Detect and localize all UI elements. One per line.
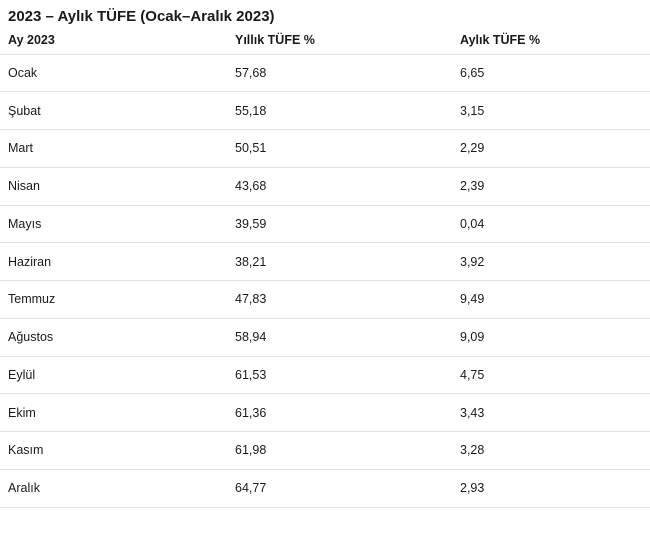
yearly-tufe-cell: 57,68 bbox=[227, 54, 452, 93]
yearly-tufe-cell: 64,77 bbox=[227, 469, 452, 508]
yearly-tufe-cell: 50,51 bbox=[227, 129, 452, 168]
monthly-tufe-cell: 3,28 bbox=[452, 431, 650, 470]
column-header-yearly: Yıllık TÜFE % bbox=[227, 27, 452, 55]
monthly-tufe-cell: 3,92 bbox=[452, 242, 650, 281]
month-cell: Aralık bbox=[0, 469, 227, 508]
monthly-tufe-cell: 9,49 bbox=[452, 280, 650, 319]
yearly-tufe-cell: 55,18 bbox=[227, 91, 452, 130]
month-cell: Ekim bbox=[0, 393, 227, 432]
yearly-tufe-cell: 38,21 bbox=[227, 242, 452, 281]
monthly-tufe-cell: 3,15 bbox=[452, 91, 650, 130]
month-cell: Ocak bbox=[0, 54, 227, 93]
monthly-tufe-cell: 0,04 bbox=[452, 205, 650, 244]
yearly-tufe-cell: 47,83 bbox=[227, 280, 452, 319]
month-cell: Mayıs bbox=[0, 205, 227, 244]
yearly-tufe-cell: 39,59 bbox=[227, 205, 452, 244]
monthly-tufe-cell: 2,93 bbox=[452, 469, 650, 508]
monthly-tufe-cell: 4,75 bbox=[452, 356, 650, 395]
yearly-tufe-cell: 61,53 bbox=[227, 356, 452, 395]
monthly-tufe-cell: 2,29 bbox=[452, 129, 650, 168]
yearly-tufe-cell: 43,68 bbox=[227, 167, 452, 206]
tufe-table: Ay 2023 Yıllık TÜFE % Aylık TÜFE % Ocak … bbox=[0, 27, 650, 508]
page-title: 2023 – Aylık TÜFE (Ocak–Aralık 2023) bbox=[8, 8, 275, 25]
page: 2023 – Aylık TÜFE (Ocak–Aralık 2023) Ay … bbox=[0, 7, 650, 508]
table-row: Aralık 64,77 2,93 bbox=[0, 469, 650, 508]
table-row: Mart 50,51 2,29 bbox=[0, 129, 650, 168]
table-row: Ekim 61,36 3,43 bbox=[0, 393, 650, 432]
month-cell: Mart bbox=[0, 129, 227, 168]
table-row: Kasım 61,98 3,28 bbox=[0, 431, 650, 470]
yearly-tufe-cell: 58,94 bbox=[227, 318, 452, 357]
table-body: Ocak 57,68 6,65 Şubat 55,18 3,15 Mart 50… bbox=[0, 54, 650, 508]
yearly-tufe-cell: 61,36 bbox=[227, 393, 452, 432]
month-cell: Eylül bbox=[0, 356, 227, 395]
month-cell: Kasım bbox=[0, 431, 227, 470]
month-cell: Ağustos bbox=[0, 318, 227, 357]
month-cell: Haziran bbox=[0, 242, 227, 281]
table-header: Ay 2023 Yıllık TÜFE % Aylık TÜFE % bbox=[0, 27, 650, 55]
monthly-tufe-cell: 9,09 bbox=[452, 318, 650, 357]
table-row: Nisan 43,68 2,39 bbox=[0, 167, 650, 206]
month-cell: Nisan bbox=[0, 167, 227, 206]
monthly-tufe-cell: 3,43 bbox=[452, 393, 650, 432]
table-row: Haziran 38,21 3,92 bbox=[0, 242, 650, 281]
table-row: Eylül 61,53 4,75 bbox=[0, 356, 650, 395]
month-cell: Şubat bbox=[0, 91, 227, 130]
month-cell: Temmuz bbox=[0, 280, 227, 319]
table-row: Şubat 55,18 3,15 bbox=[0, 91, 650, 130]
table-row: Mayıs 39,59 0,04 bbox=[0, 205, 650, 244]
table-row: Ağustos 58,94 9,09 bbox=[0, 318, 650, 357]
column-header-monthly: Aylık TÜFE % bbox=[452, 27, 650, 55]
table-row: Ocak 57,68 6,65 bbox=[0, 54, 650, 93]
monthly-tufe-cell: 6,65 bbox=[452, 54, 650, 93]
table-row: Temmuz 47,83 9,49 bbox=[0, 280, 650, 319]
monthly-tufe-cell: 2,39 bbox=[452, 167, 650, 206]
header-row: Ay 2023 Yıllık TÜFE % Aylık TÜFE % bbox=[0, 27, 650, 55]
yearly-tufe-cell: 61,98 bbox=[227, 431, 452, 470]
column-header-month: Ay 2023 bbox=[0, 27, 227, 55]
